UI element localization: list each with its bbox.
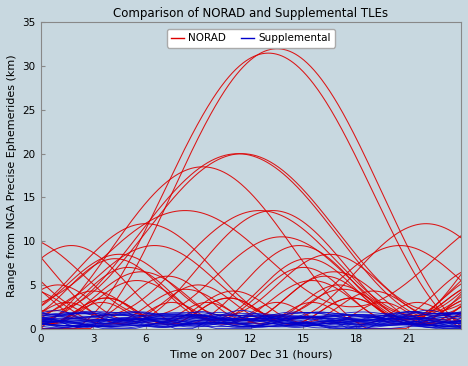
Y-axis label: Range from NGA Precise Ephemerides (km): Range from NGA Precise Ephemerides (km) bbox=[7, 54, 17, 297]
Title: Comparison of NORAD and Supplemental TLEs: Comparison of NORAD and Supplemental TLE… bbox=[113, 7, 388, 20]
X-axis label: Time on 2007 Dec 31 (hours): Time on 2007 Dec 31 (hours) bbox=[169, 349, 332, 359]
Legend: NORAD, Supplemental: NORAD, Supplemental bbox=[167, 29, 335, 48]
